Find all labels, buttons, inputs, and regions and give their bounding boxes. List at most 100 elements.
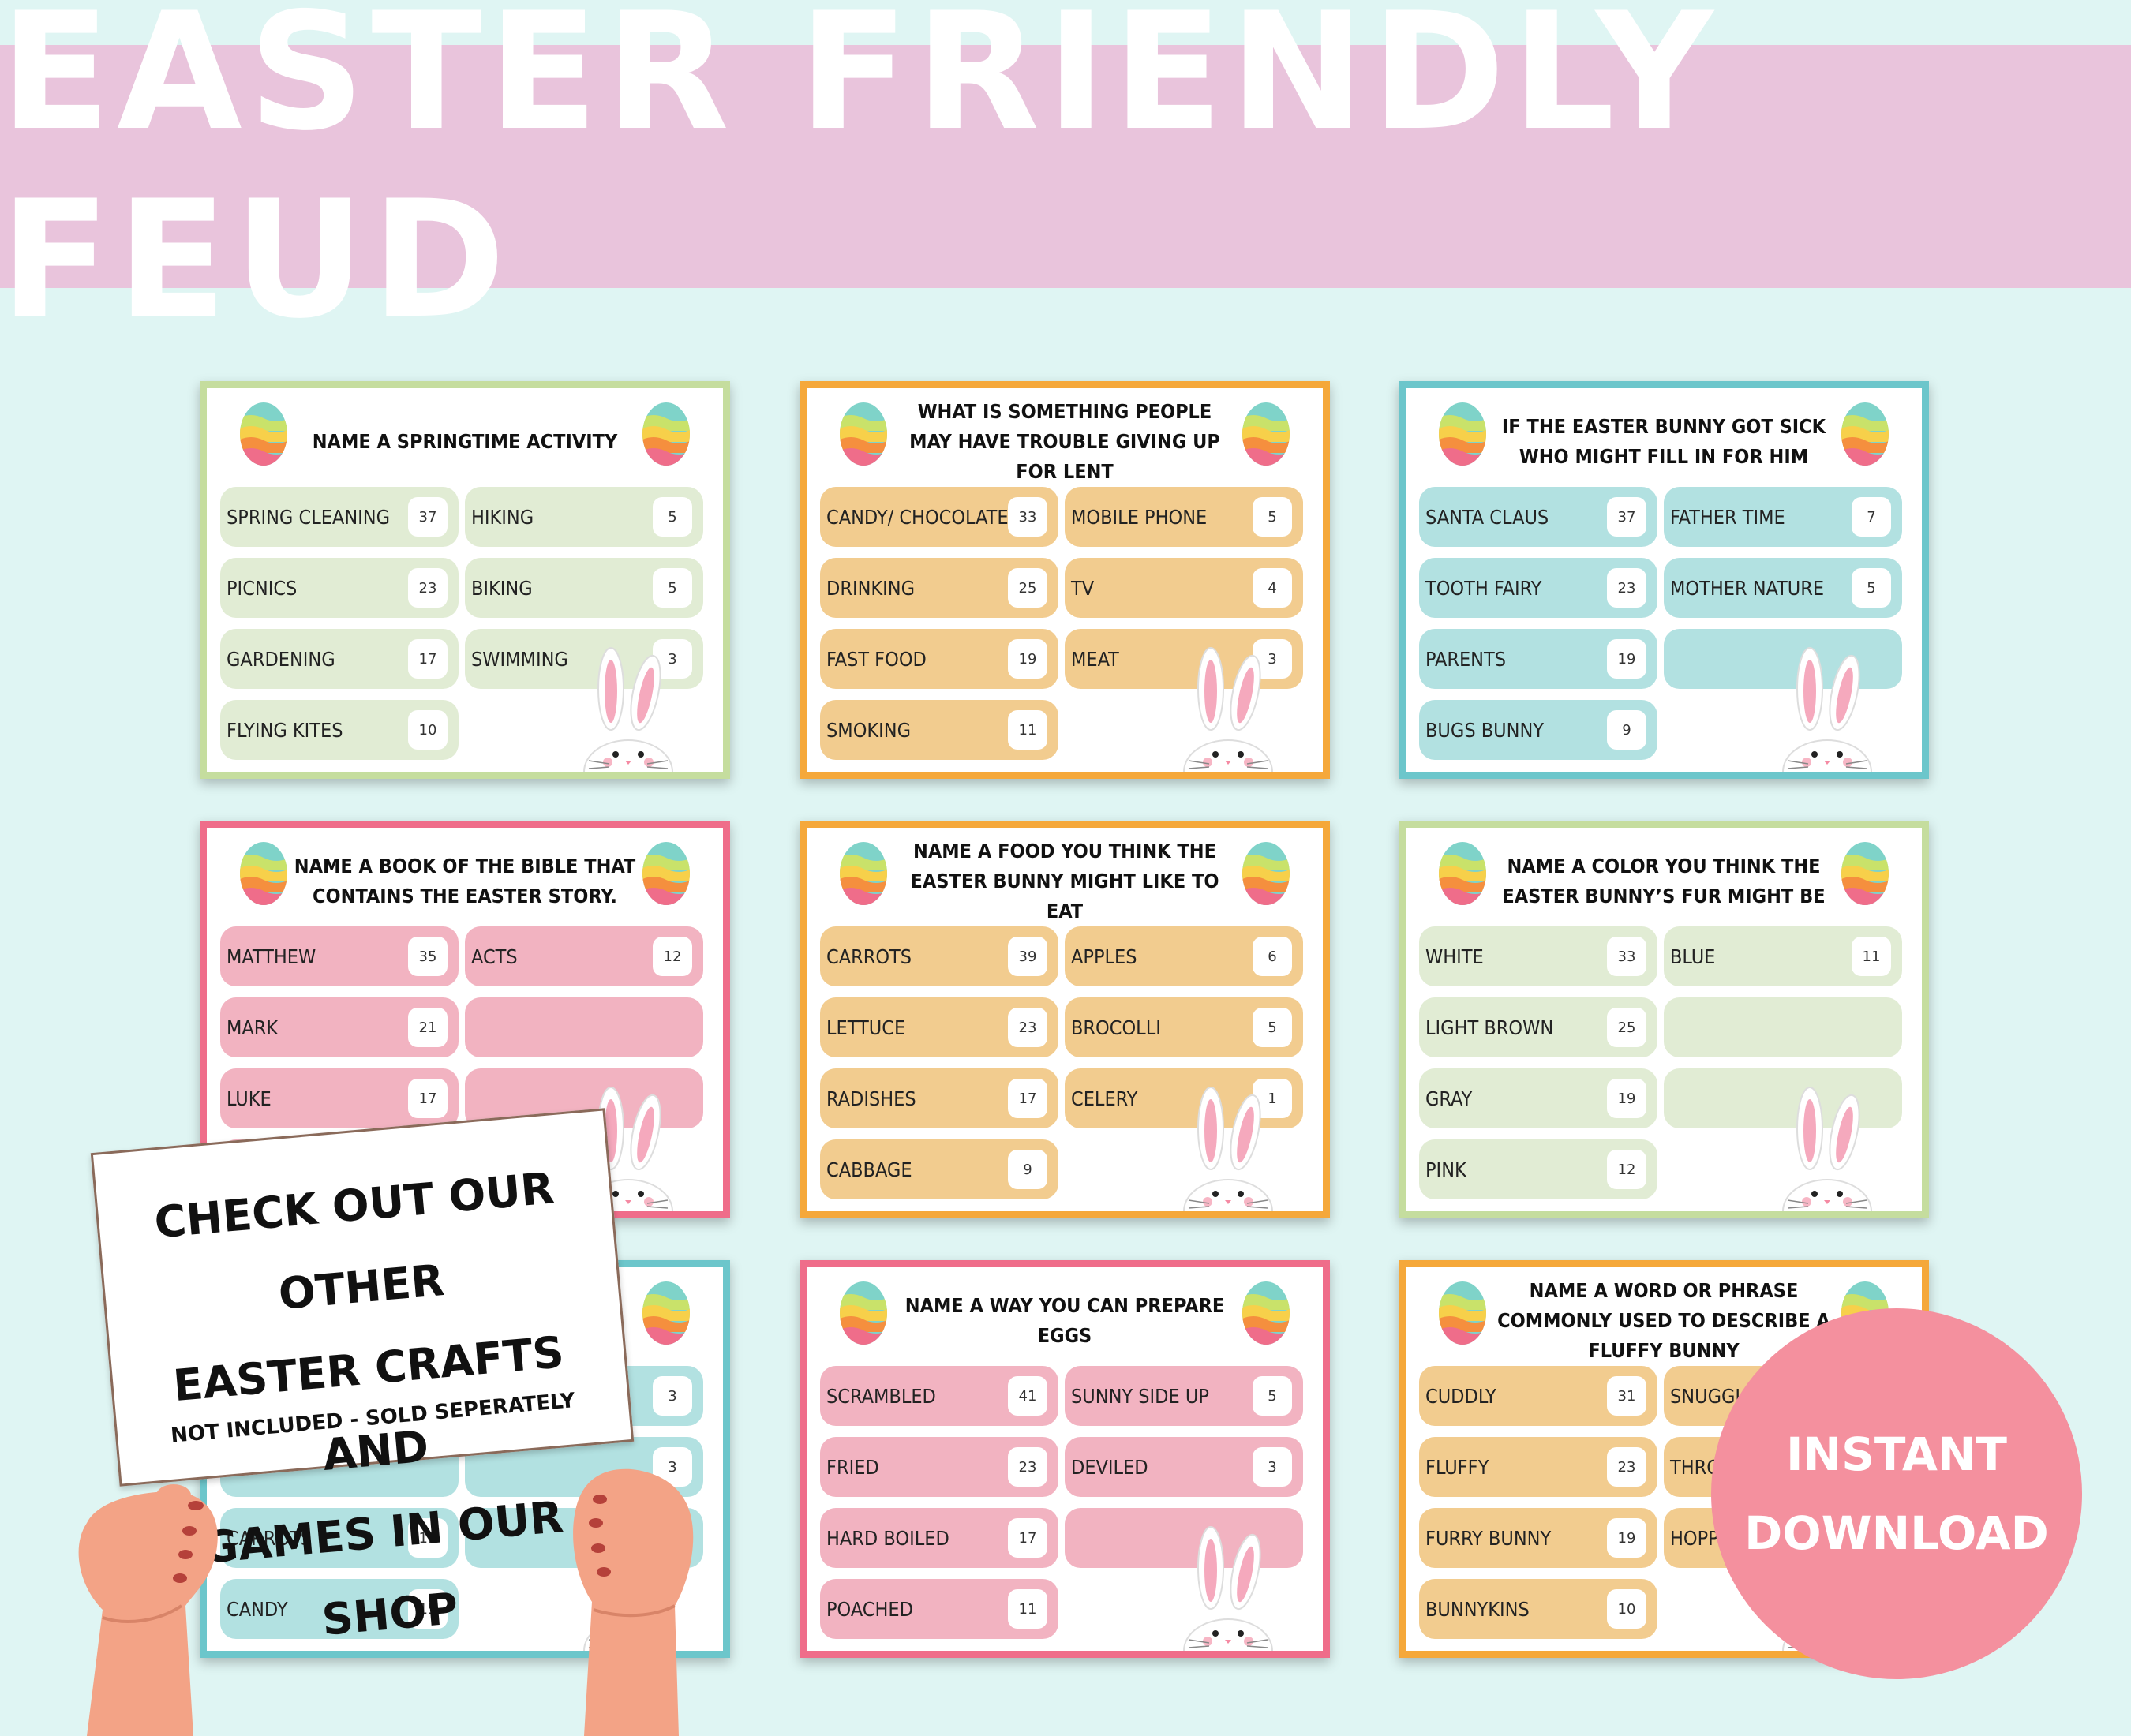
card-question: NAME A FOOD YOU THINK THE EASTER BUNNY M… — [910, 840, 1219, 922]
answer-text: SPRING CLEANING — [227, 505, 391, 529]
answer-slot: SANTA CLAUS 37 — [1419, 487, 1657, 547]
answer-points: 5 — [1253, 497, 1292, 537]
easter-egg-icon — [1242, 842, 1290, 905]
page-title: EASTER FRIENDLY FEUD — [0, 0, 1720, 354]
answer-slot: CABBAGE 9 — [820, 1139, 1058, 1199]
answer-text: LUKE — [227, 1087, 272, 1110]
answer-points: 5 — [1253, 1376, 1292, 1416]
answer-points: 9 — [1607, 710, 1646, 750]
easter-egg-icon — [642, 842, 690, 905]
answer-slot: MARK 21 — [220, 997, 459, 1057]
feud-card: NAME A COLOR YOU THINK THE EASTER BUNNY’… — [1399, 821, 1929, 1218]
answer-points: 12 — [653, 937, 692, 976]
answer-points: 21 — [408, 1008, 448, 1047]
answer-points: 10 — [408, 710, 448, 750]
answer-slot: FRIED 23 — [820, 1437, 1058, 1497]
answer-slot — [1664, 997, 1902, 1057]
answer-text: FLYING KITES — [227, 718, 343, 742]
answer-points: 10 — [1607, 1589, 1646, 1629]
answer-text: CELERY — [1071, 1087, 1138, 1110]
answer-slot: PICNICS 23 — [220, 558, 459, 618]
answer-points: 12 — [1607, 1150, 1646, 1189]
answer-text: MATTHEW — [227, 945, 316, 968]
answer-points: 23 — [408, 568, 448, 608]
answer-points: 19 — [408, 1518, 448, 1558]
answer-points: 23 — [1607, 1447, 1646, 1487]
answer-points: 3 — [1253, 1447, 1292, 1487]
card-question: IF THE EASTER BUNNY GOT SICK WHO MIGHT F… — [1501, 415, 1826, 468]
bunny-icon — [583, 647, 673, 772]
answer-text: CARROTS — [826, 945, 912, 968]
answer-text: ACTS — [471, 945, 518, 968]
answer-slot: WHITE 33 — [1419, 926, 1657, 986]
answer-text: MARK — [227, 1016, 279, 1039]
title-banner: EASTER FRIENDLY FEUD — [0, 0, 2131, 354]
answer-text: POACHED — [826, 1597, 913, 1621]
answer-text: MOTHER NATURE — [1670, 576, 1825, 600]
answer-slot: DRINKING 25 — [820, 558, 1058, 618]
easter-egg-icon — [1841, 842, 1889, 905]
answer-points: 19 — [1607, 1518, 1646, 1558]
answer-points: 23 — [1008, 1447, 1047, 1487]
answer-slot: SUNNY SIDE UP 5 — [1065, 1366, 1303, 1426]
answer-slot — [465, 997, 703, 1057]
answer-text: TOOTH FAIRY — [1425, 576, 1542, 600]
answer-text: CANDY — [227, 1597, 288, 1621]
answer-slot: MEAT 3 — [1065, 629, 1303, 689]
answer-points: 9 — [1008, 1150, 1047, 1189]
answer-slot: RADISHES 17 — [820, 1068, 1058, 1128]
answer-text: WHITE — [1425, 945, 1484, 968]
answer-text: GRAY — [1425, 1087, 1473, 1110]
answer-points: 5 — [653, 568, 692, 608]
answer-text: FATHER TIME — [1670, 505, 1785, 529]
answer-text: APPLES — [1071, 945, 1137, 968]
answer-text: FRIED — [826, 1455, 879, 1479]
answer-slot: BLUE 11 — [1664, 926, 1902, 986]
answer-points: 5 — [653, 497, 692, 537]
answer-text: CARROTS — [227, 1526, 313, 1550]
answer-slot: ACTS 12 — [465, 926, 703, 986]
feud-card: NAME A FOOD YOU THINK THE EASTER BUNNY M… — [800, 821, 1330, 1218]
answer-slot: GRAY 19 — [1419, 1068, 1657, 1128]
answer-text: PICNICS — [227, 576, 298, 600]
answer-points: 5 — [1253, 1008, 1292, 1047]
answer-points: 31 — [1607, 1376, 1646, 1416]
answer-slot: BUNNYKINS 10 — [1419, 1579, 1657, 1639]
easter-egg-icon — [240, 402, 287, 466]
answer-slot: CELERY 1 — [1065, 1068, 1303, 1128]
answer-points: 37 — [1607, 497, 1646, 537]
answer-slot: CARROTS 19 — [220, 1508, 459, 1568]
answer-text: CUDDLY — [1425, 1384, 1496, 1408]
easter-egg-icon — [1439, 402, 1486, 466]
answer-text: SUNNY SIDE UP — [1071, 1384, 1209, 1408]
answer-slot — [1664, 1068, 1902, 1128]
easter-egg-icon — [840, 842, 887, 905]
answer-slot: FLYING KITES 10 — [220, 700, 459, 760]
answer-points: 15 — [408, 1589, 448, 1629]
card-question: NAME A COLOR YOU THINK THE EASTER BUNNY’… — [1502, 855, 1826, 907]
answer-text: BUGS BUNNY — [1425, 718, 1545, 742]
answer-text: HARD BOILED — [826, 1526, 949, 1550]
answer-slot: FLUFFY 23 — [1419, 1437, 1657, 1497]
feud-card: NAME A SPRINGTIME ACTIVITY SPRING CLEANIN… — [200, 381, 730, 779]
card-question: NAME A WAY YOU CAN PREPARE EGGS — [904, 1294, 1225, 1347]
answer-text: GARDENING — [227, 647, 335, 671]
answer-points: 33 — [1607, 937, 1646, 976]
easter-egg-icon — [1242, 1281, 1290, 1345]
left-hand-icon — [78, 1484, 218, 1736]
feud-card: WHAT IS SOMETHING PEOPLE MAY HAVE TROUBL… — [800, 381, 1330, 779]
easter-egg-icon — [642, 402, 690, 466]
answer-points: 5 — [1852, 568, 1891, 608]
answer-slot: SPRING CLEANING 37 — [220, 487, 459, 547]
answer-points: 19 — [1008, 639, 1047, 679]
answer-slot: LIGHT BROWN 25 — [1419, 997, 1657, 1057]
answer-points: 17 — [408, 1079, 448, 1118]
answer-points: 3 — [653, 1376, 692, 1416]
answer-points: 7 — [1852, 497, 1891, 537]
instant-download-badge: INSTANT DOWNLOAD — [1711, 1308, 2082, 1679]
badge-line-2: DOWNLOAD — [1744, 1506, 2049, 1560]
answer-points: 11 — [1008, 710, 1047, 750]
answer-text: LETTUCE — [826, 1016, 906, 1039]
answer-text: FLUFFY — [1425, 1455, 1489, 1479]
answer-slot — [1065, 1508, 1303, 1568]
